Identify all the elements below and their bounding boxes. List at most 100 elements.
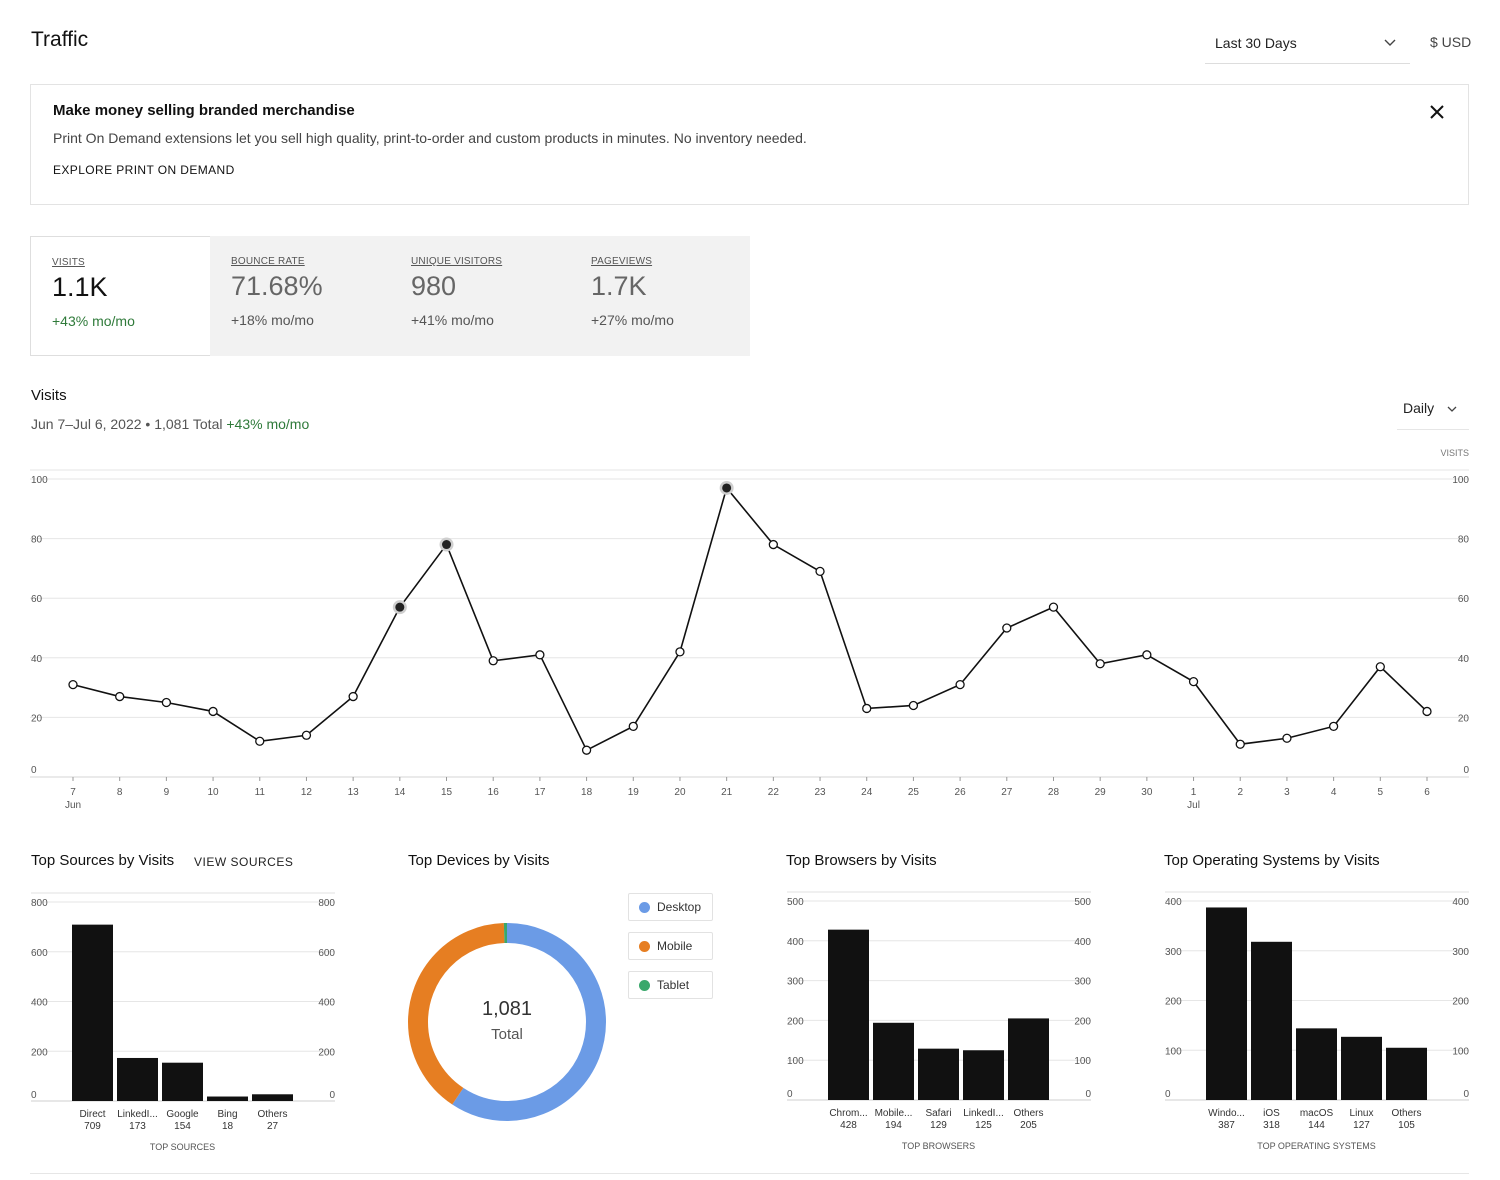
bar-category-label: iOS: [1263, 1108, 1280, 1119]
bar-category-label: Windo...: [1208, 1108, 1245, 1119]
promo-text: Print On Demand extensions let you sell …: [53, 130, 807, 146]
legend-mobile[interactable]: Mobile: [628, 932, 713, 960]
data-point: [1095, 659, 1105, 669]
data-point: [675, 647, 685, 657]
granularity-select[interactable]: Daily: [1397, 392, 1469, 430]
metric-label: UNIQUE VISITORS: [411, 256, 503, 267]
x-tick-label: 9: [164, 787, 170, 798]
data-point: [955, 679, 965, 690]
bar-value-label: 125: [975, 1120, 992, 1131]
data-point: [768, 539, 778, 550]
legend-label: Tablet: [657, 978, 690, 992]
legend-desktop[interactable]: Desktop: [628, 893, 713, 921]
bar-category-label: LinkedI...: [117, 1109, 158, 1120]
donut-slice-mobile: [408, 923, 606, 1121]
metric-tile-unique-visitors[interactable]: UNIQUE VISITORS 980 +41% mo/mo: [390, 236, 570, 356]
y-axis-unit-label: VISITS: [1440, 448, 1469, 458]
tablet-dot-icon: [639, 979, 650, 991]
x-tick-label: 7: [70, 787, 76, 798]
bar: [828, 929, 869, 1100]
bar-category-label: Others: [1391, 1108, 1421, 1119]
donut-total-label: Total: [491, 1026, 523, 1043]
y-tick-label-right: 100: [1452, 475, 1469, 486]
x-month-label: Jun: [65, 800, 81, 811]
x-tick-label: 8: [117, 787, 123, 798]
y-tick-label-left: 100: [31, 475, 48, 486]
bar-category-label: Bing: [217, 1109, 237, 1120]
bar-category-label: Chrom...: [829, 1108, 867, 1119]
metric-tile-visits[interactable]: VISITS 1.1K +43% mo/mo: [30, 236, 210, 356]
bar-value-label: 709: [84, 1121, 101, 1132]
view-sources-link[interactable]: VIEW SOURCES: [194, 855, 294, 869]
x-tick-label: 11: [255, 787, 266, 798]
chevron-down-icon: [1384, 39, 1396, 46]
metric-label: PAGEVIEWS: [591, 256, 653, 267]
bar-category-label: Linux: [1350, 1108, 1374, 1119]
metric-value: 71.68%: [231, 271, 323, 301]
data-point: [395, 602, 405, 612]
y-tick-label-right: 0: [1085, 1089, 1091, 1100]
top-browsers-bar-chart: 0 0 100 100 200 200 300 300 400 400 500 500 Chrom...…: [787, 891, 1091, 1151]
metric-change: +43% mo/mo: [52, 313, 135, 329]
data-point: [348, 691, 358, 702]
y-tick-label-left: 20: [31, 713, 43, 724]
y-tick-label-left: 80: [31, 535, 43, 546]
y-tick-label-left: 0: [31, 765, 37, 776]
legend-label: Desktop: [657, 900, 702, 914]
metric-value: 980: [411, 271, 457, 301]
bar: [873, 1022, 914, 1100]
y-tick-label-left: 0: [787, 1089, 793, 1100]
x-tick-label: 15: [441, 787, 453, 798]
visits-total: 1,081 Total: [154, 416, 223, 432]
data-point: [1328, 721, 1339, 731]
bar: [963, 1050, 1004, 1100]
metric-change: +41% mo/mo: [411, 312, 494, 328]
metric-tile-bounce-rate[interactable]: BOUNCE RATE 71.68% +18% mo/mo: [210, 236, 390, 356]
x-tick-label: 3: [1284, 787, 1290, 798]
desktop-dot-icon: [639, 901, 650, 913]
y-tick-label-right: 400: [1452, 897, 1469, 908]
bar-value-label: 129: [930, 1120, 947, 1131]
bar: [1341, 1036, 1382, 1100]
data-point: [68, 679, 78, 690]
y-tick-label-left: 60: [31, 594, 43, 605]
bar-value-label: 127: [1353, 1120, 1370, 1131]
page-title: Traffic: [31, 28, 89, 51]
visits-chart-subtitle: Jun 7–Jul 6, 2022 • 1,081 Total +43% mo/…: [31, 416, 309, 432]
data-point: [1235, 739, 1245, 749]
top-devices-donut-chart: [408, 923, 606, 1121]
y-tick-label-right: 40: [1458, 654, 1470, 665]
bar-value-label: 387: [1218, 1120, 1235, 1131]
y-tick-label-right: 400: [318, 998, 335, 1009]
x-axis-title: TOP BROWSERS: [902, 1141, 975, 1151]
y-tick-label-left: 500: [787, 897, 804, 908]
data-point: [1282, 733, 1292, 743]
bar-category-label: Safari: [925, 1108, 951, 1119]
x-tick-label: 4: [1331, 787, 1337, 798]
x-tick-label: 25: [908, 787, 920, 798]
data-point: [1002, 623, 1012, 633]
explore-print-on-demand-link[interactable]: EXPLORE PRINT ON DEMAND: [53, 163, 235, 177]
y-tick-label-right: 200: [1074, 1016, 1091, 1027]
date-range-value: Last 30 Days: [1215, 34, 1297, 51]
x-tick-label: 20: [674, 787, 686, 798]
metric-tile-pageviews[interactable]: PAGEVIEWS 1.7K +27% mo/mo: [570, 236, 750, 356]
x-tick-label: 19: [628, 787, 640, 798]
x-tick-label: 5: [1378, 787, 1384, 798]
bar-value-label: 173: [129, 1121, 146, 1132]
y-tick-label-right: 500: [1074, 897, 1091, 908]
donut-slice-tablet: [408, 923, 606, 1121]
close-icon[interactable]: [1428, 103, 1446, 121]
metric-change: +27% mo/mo: [591, 312, 674, 328]
y-tick-label-left: 100: [787, 1056, 804, 1067]
data-point: [301, 730, 312, 740]
bar: [1008, 1018, 1049, 1100]
data-point: [255, 736, 265, 746]
legend-tablet[interactable]: Tablet: [628, 971, 713, 999]
date-range-select[interactable]: Last 30 Days: [1205, 22, 1410, 64]
metric-change: +18% mo/mo: [231, 312, 314, 328]
x-month-label: Jul: [1187, 800, 1200, 811]
bar: [1251, 941, 1292, 1100]
